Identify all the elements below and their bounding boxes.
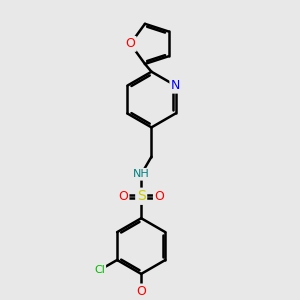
Text: O: O [136, 285, 146, 298]
Text: NH: NH [133, 169, 150, 179]
Text: O: O [125, 38, 135, 50]
Text: S: S [137, 189, 146, 203]
Text: O: O [118, 190, 128, 203]
Text: Cl: Cl [94, 265, 105, 275]
Text: N: N [171, 79, 180, 92]
Text: O: O [154, 190, 164, 203]
